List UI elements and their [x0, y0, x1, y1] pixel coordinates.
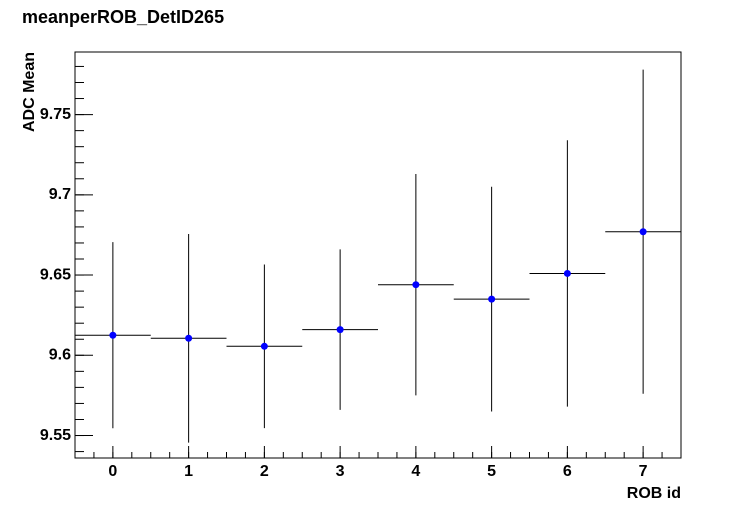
x-tick-label: 3	[336, 463, 345, 480]
y-tick-label: 9.6	[49, 347, 71, 364]
x-tick-label: 5	[487, 463, 496, 480]
data-point	[260, 342, 268, 350]
data-point	[336, 326, 344, 334]
x-tick-label: 0	[108, 463, 117, 480]
y-tick-label: 9.75	[40, 106, 71, 123]
data-point	[109, 331, 117, 339]
x-tick-label: 1	[184, 463, 193, 480]
chart-title: meanperROB_DetID265	[22, 7, 224, 27]
data-point	[185, 334, 193, 342]
y-tick-label: 9.65	[40, 266, 71, 283]
data-point	[563, 269, 571, 277]
x-tick-label: 6	[563, 463, 572, 480]
y-tick-label: 9.55	[40, 427, 71, 444]
data-point	[412, 281, 420, 289]
x-axis-label: ROB id	[627, 485, 681, 502]
x-tick-label: 4	[411, 463, 420, 480]
data-point	[639, 228, 647, 236]
y-tick-label: 9.7	[49, 186, 71, 203]
x-tick-label: 7	[639, 463, 648, 480]
data-point	[488, 295, 496, 303]
y-axis-label: ADC Mean	[21, 52, 38, 132]
x-tick-label: 2	[260, 463, 269, 480]
